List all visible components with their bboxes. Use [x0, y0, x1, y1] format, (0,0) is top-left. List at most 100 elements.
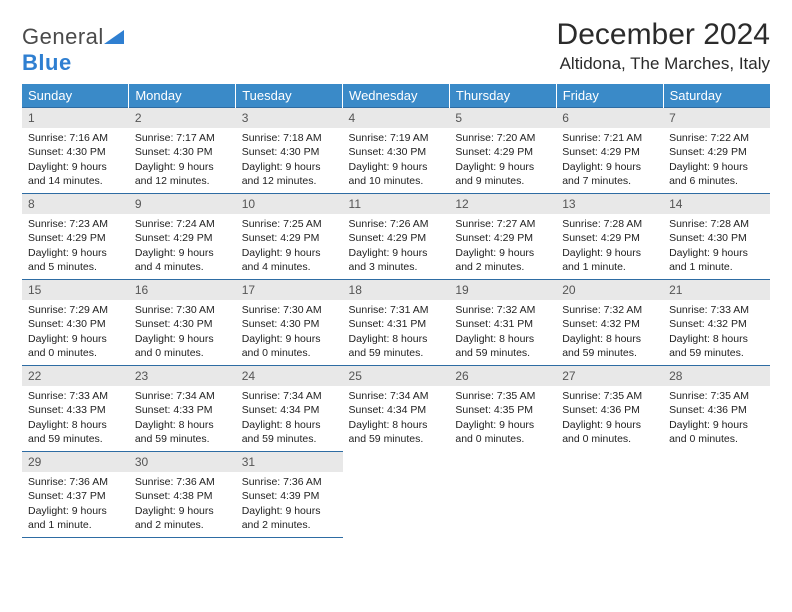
day-details: Sunrise: 7:30 AMSunset: 4:30 PMDaylight:…	[236, 300, 343, 364]
day-number: 3	[236, 108, 343, 128]
calendar-cell: ..	[449, 452, 556, 538]
day-number: 17	[236, 280, 343, 300]
day-number: 8	[22, 194, 129, 214]
calendar-cell: 28Sunrise: 7:35 AMSunset: 4:36 PMDayligh…	[663, 366, 770, 452]
day-number: 12	[449, 194, 556, 214]
day-number: 7	[663, 108, 770, 128]
day-number: 27	[556, 366, 663, 386]
header: General Blue December 2024 Altidona, The…	[22, 18, 770, 76]
day-details: Sunrise: 7:28 AMSunset: 4:29 PMDaylight:…	[556, 214, 663, 278]
calendar-thead: SundayMondayTuesdayWednesdayThursdayFrid…	[22, 84, 770, 108]
day-details: Sunrise: 7:16 AMSunset: 4:30 PMDaylight:…	[22, 128, 129, 192]
weekday-saturday: Saturday	[663, 84, 770, 108]
calendar-cell: 8Sunrise: 7:23 AMSunset: 4:29 PMDaylight…	[22, 194, 129, 280]
page-title: December 2024	[557, 18, 770, 52]
weekday-friday: Friday	[556, 84, 663, 108]
calendar-page: General Blue December 2024 Altidona, The…	[0, 0, 792, 612]
brand-triangle-icon	[104, 24, 124, 50]
day-number: 26	[449, 366, 556, 386]
day-number: 2	[129, 108, 236, 128]
day-details: Sunrise: 7:36 AMSunset: 4:38 PMDaylight:…	[129, 472, 236, 536]
day-number: 30	[129, 452, 236, 472]
calendar-cell: 15Sunrise: 7:29 AMSunset: 4:30 PMDayligh…	[22, 280, 129, 366]
calendar-cell: 21Sunrise: 7:33 AMSunset: 4:32 PMDayligh…	[663, 280, 770, 366]
day-number: 18	[343, 280, 450, 300]
day-number: 4	[343, 108, 450, 128]
day-details: Sunrise: 7:28 AMSunset: 4:30 PMDaylight:…	[663, 214, 770, 278]
day-number: 19	[449, 280, 556, 300]
day-number: 22	[22, 366, 129, 386]
day-details: Sunrise: 7:32 AMSunset: 4:32 PMDaylight:…	[556, 300, 663, 364]
calendar-cell: ..	[663, 452, 770, 538]
day-details: Sunrise: 7:20 AMSunset: 4:29 PMDaylight:…	[449, 128, 556, 192]
day-details: Sunrise: 7:34 AMSunset: 4:33 PMDaylight:…	[129, 386, 236, 450]
day-details: Sunrise: 7:21 AMSunset: 4:29 PMDaylight:…	[556, 128, 663, 192]
calendar-cell: 12Sunrise: 7:27 AMSunset: 4:29 PMDayligh…	[449, 194, 556, 280]
calendar-cell: 20Sunrise: 7:32 AMSunset: 4:32 PMDayligh…	[556, 280, 663, 366]
day-number: 29	[22, 452, 129, 472]
day-details: Sunrise: 7:36 AMSunset: 4:39 PMDaylight:…	[236, 472, 343, 536]
location-text: Altidona, The Marches, Italy	[557, 54, 770, 74]
calendar-cell: 6Sunrise: 7:21 AMSunset: 4:29 PMDaylight…	[556, 108, 663, 194]
day-details: Sunrise: 7:35 AMSunset: 4:35 PMDaylight:…	[449, 386, 556, 450]
day-details: Sunrise: 7:18 AMSunset: 4:30 PMDaylight:…	[236, 128, 343, 192]
calendar-cell: 19Sunrise: 7:32 AMSunset: 4:31 PMDayligh…	[449, 280, 556, 366]
weekday-sunday: Sunday	[22, 84, 129, 108]
day-details: Sunrise: 7:22 AMSunset: 4:29 PMDaylight:…	[663, 128, 770, 192]
day-details: Sunrise: 7:27 AMSunset: 4:29 PMDaylight:…	[449, 214, 556, 278]
calendar-row: 29Sunrise: 7:36 AMSunset: 4:37 PMDayligh…	[22, 452, 770, 538]
day-number: 23	[129, 366, 236, 386]
day-number: 31	[236, 452, 343, 472]
calendar-cell: 5Sunrise: 7:20 AMSunset: 4:29 PMDaylight…	[449, 108, 556, 194]
brand-part1: General	[22, 24, 104, 49]
calendar-cell: 11Sunrise: 7:26 AMSunset: 4:29 PMDayligh…	[343, 194, 450, 280]
weekday-monday: Monday	[129, 84, 236, 108]
day-number: 13	[556, 194, 663, 214]
weekday-tuesday: Tuesday	[236, 84, 343, 108]
day-details: Sunrise: 7:36 AMSunset: 4:37 PMDaylight:…	[22, 472, 129, 536]
day-number: 5	[449, 108, 556, 128]
calendar-cell: 9Sunrise: 7:24 AMSunset: 4:29 PMDaylight…	[129, 194, 236, 280]
day-details: Sunrise: 7:30 AMSunset: 4:30 PMDaylight:…	[129, 300, 236, 364]
day-details: Sunrise: 7:33 AMSunset: 4:32 PMDaylight:…	[663, 300, 770, 364]
day-details: Sunrise: 7:35 AMSunset: 4:36 PMDaylight:…	[663, 386, 770, 450]
calendar-cell: ..	[343, 452, 450, 538]
calendar-cell: 18Sunrise: 7:31 AMSunset: 4:31 PMDayligh…	[343, 280, 450, 366]
day-number: 20	[556, 280, 663, 300]
calendar-cell: 25Sunrise: 7:34 AMSunset: 4:34 PMDayligh…	[343, 366, 450, 452]
day-details: Sunrise: 7:17 AMSunset: 4:30 PMDaylight:…	[129, 128, 236, 192]
calendar-row: 8Sunrise: 7:23 AMSunset: 4:29 PMDaylight…	[22, 194, 770, 280]
calendar-row: 1Sunrise: 7:16 AMSunset: 4:30 PMDaylight…	[22, 108, 770, 194]
day-number: 16	[129, 280, 236, 300]
day-details: Sunrise: 7:31 AMSunset: 4:31 PMDaylight:…	[343, 300, 450, 364]
calendar-cell: 13Sunrise: 7:28 AMSunset: 4:29 PMDayligh…	[556, 194, 663, 280]
day-details: Sunrise: 7:24 AMSunset: 4:29 PMDaylight:…	[129, 214, 236, 278]
day-details: Sunrise: 7:29 AMSunset: 4:30 PMDaylight:…	[22, 300, 129, 364]
calendar-cell: 2Sunrise: 7:17 AMSunset: 4:30 PMDaylight…	[129, 108, 236, 194]
calendar-row: 15Sunrise: 7:29 AMSunset: 4:30 PMDayligh…	[22, 280, 770, 366]
day-number: 11	[343, 194, 450, 214]
calendar-cell: 31Sunrise: 7:36 AMSunset: 4:39 PMDayligh…	[236, 452, 343, 538]
calendar-body: 1Sunrise: 7:16 AMSunset: 4:30 PMDaylight…	[22, 108, 770, 538]
day-number: 9	[129, 194, 236, 214]
day-number: 1	[22, 108, 129, 128]
calendar-row: 22Sunrise: 7:33 AMSunset: 4:33 PMDayligh…	[22, 366, 770, 452]
brand-part2: Blue	[22, 50, 72, 75]
calendar-cell: 30Sunrise: 7:36 AMSunset: 4:38 PMDayligh…	[129, 452, 236, 538]
calendar-cell: 17Sunrise: 7:30 AMSunset: 4:30 PMDayligh…	[236, 280, 343, 366]
day-details: Sunrise: 7:35 AMSunset: 4:36 PMDaylight:…	[556, 386, 663, 450]
weekday-wednesday: Wednesday	[343, 84, 450, 108]
calendar-cell: 23Sunrise: 7:34 AMSunset: 4:33 PMDayligh…	[129, 366, 236, 452]
calendar-cell: 3Sunrise: 7:18 AMSunset: 4:30 PMDaylight…	[236, 108, 343, 194]
day-details: Sunrise: 7:32 AMSunset: 4:31 PMDaylight:…	[449, 300, 556, 364]
brand-logo: General Blue	[22, 18, 124, 76]
calendar-cell: 10Sunrise: 7:25 AMSunset: 4:29 PMDayligh…	[236, 194, 343, 280]
calendar-cell: 1Sunrise: 7:16 AMSunset: 4:30 PMDaylight…	[22, 108, 129, 194]
day-number: 15	[22, 280, 129, 300]
calendar-cell: 4Sunrise: 7:19 AMSunset: 4:30 PMDaylight…	[343, 108, 450, 194]
calendar-cell: 29Sunrise: 7:36 AMSunset: 4:37 PMDayligh…	[22, 452, 129, 538]
brand-name: General Blue	[22, 24, 124, 76]
calendar-cell: 16Sunrise: 7:30 AMSunset: 4:30 PMDayligh…	[129, 280, 236, 366]
calendar-cell: 26Sunrise: 7:35 AMSunset: 4:35 PMDayligh…	[449, 366, 556, 452]
calendar-cell: 24Sunrise: 7:34 AMSunset: 4:34 PMDayligh…	[236, 366, 343, 452]
